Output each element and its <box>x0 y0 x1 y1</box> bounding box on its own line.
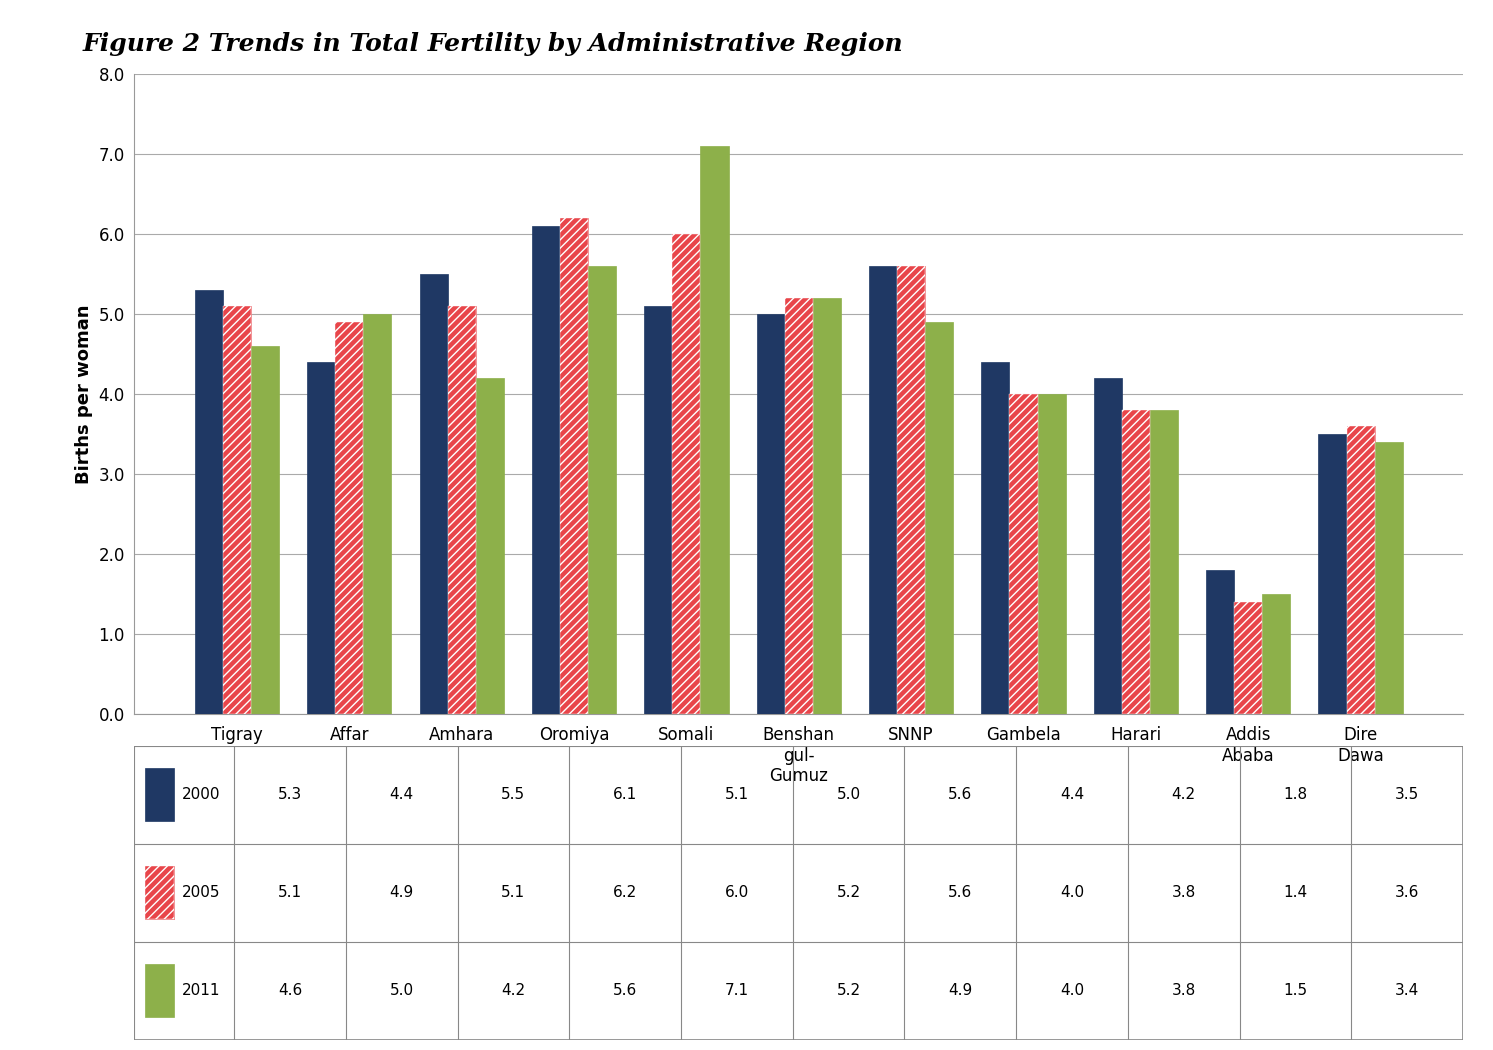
Text: 1.8: 1.8 <box>1284 788 1308 802</box>
Bar <box>897 266 926 714</box>
Bar <box>588 266 617 714</box>
Bar <box>560 217 588 714</box>
Bar <box>251 345 279 714</box>
Text: 4.9: 4.9 <box>948 983 972 998</box>
Text: 7.1: 7.1 <box>724 983 749 998</box>
Bar <box>869 266 897 714</box>
Bar <box>926 321 953 714</box>
Bar <box>145 768 175 821</box>
Text: 1.5: 1.5 <box>1284 983 1308 998</box>
Bar <box>532 226 560 714</box>
Text: 3.8: 3.8 <box>1172 983 1196 998</box>
Bar <box>757 314 785 714</box>
Bar <box>1235 602 1262 714</box>
Bar <box>420 274 448 714</box>
Bar <box>336 321 363 714</box>
Text: 5.1: 5.1 <box>724 788 749 802</box>
Text: 3.4: 3.4 <box>1394 983 1420 998</box>
Bar <box>1375 442 1403 714</box>
Bar <box>1347 426 1375 714</box>
Text: 2011: 2011 <box>182 983 221 998</box>
Bar <box>981 361 1009 714</box>
Text: 1.4: 1.4 <box>1284 885 1308 900</box>
Text: 5.1: 5.1 <box>502 885 526 900</box>
Bar <box>1235 602 1262 714</box>
Bar <box>145 964 175 1017</box>
Text: 5.6: 5.6 <box>614 983 638 998</box>
Text: 2005: 2005 <box>182 885 221 900</box>
Bar <box>1150 410 1178 714</box>
Bar <box>785 298 812 714</box>
Bar <box>785 298 812 714</box>
Text: 2000: 2000 <box>182 788 221 802</box>
Bar <box>1121 410 1150 714</box>
Bar <box>1206 570 1235 714</box>
Bar <box>448 306 476 714</box>
Text: 5.1: 5.1 <box>278 885 302 900</box>
Bar <box>448 306 476 714</box>
Bar <box>1347 426 1375 714</box>
Bar <box>1318 434 1347 714</box>
Text: 3.8: 3.8 <box>1172 885 1196 900</box>
Bar <box>476 378 503 714</box>
Bar <box>194 290 222 714</box>
Bar <box>560 217 588 714</box>
Bar <box>1009 394 1038 714</box>
Text: 4.9: 4.9 <box>390 885 414 900</box>
Bar <box>222 306 251 714</box>
Bar <box>812 298 841 714</box>
Text: 5.6: 5.6 <box>948 788 972 802</box>
Text: 3.6: 3.6 <box>1394 885 1420 900</box>
Text: Figure 2 Trends in Total Fertility by Administrative Region: Figure 2 Trends in Total Fertility by Ad… <box>82 32 903 56</box>
Text: 4.4: 4.4 <box>1060 788 1084 802</box>
Y-axis label: Births per woman: Births per woman <box>75 304 93 483</box>
Text: 5.0: 5.0 <box>390 983 414 998</box>
Text: 4.2: 4.2 <box>502 983 526 998</box>
Bar <box>145 866 175 919</box>
Text: 5.3: 5.3 <box>278 788 302 802</box>
Text: 4.4: 4.4 <box>390 788 414 802</box>
Text: 3.5: 3.5 <box>1394 788 1420 802</box>
Text: 4.0: 4.0 <box>1060 885 1084 900</box>
Text: 4.0: 4.0 <box>1060 983 1084 998</box>
Bar <box>1262 594 1290 714</box>
Bar <box>336 321 363 714</box>
Bar <box>1121 410 1150 714</box>
Text: 4.2: 4.2 <box>1172 788 1196 802</box>
Bar <box>308 361 336 714</box>
Text: 6.0: 6.0 <box>724 885 749 900</box>
Bar <box>1094 378 1121 714</box>
Bar <box>363 314 391 714</box>
Text: 5.2: 5.2 <box>836 885 860 900</box>
Bar <box>672 234 700 714</box>
Bar <box>1009 394 1038 714</box>
Text: 5.0: 5.0 <box>836 788 860 802</box>
Bar <box>222 306 251 714</box>
Bar <box>672 234 700 714</box>
Bar <box>645 306 672 714</box>
Bar <box>1038 394 1066 714</box>
Text: 4.6: 4.6 <box>278 983 302 998</box>
Bar <box>145 866 175 919</box>
Text: 6.1: 6.1 <box>614 788 638 802</box>
Text: 6.2: 6.2 <box>614 885 638 900</box>
Text: 5.2: 5.2 <box>836 983 860 998</box>
Bar <box>700 146 729 714</box>
Bar <box>897 266 926 714</box>
Text: 5.5: 5.5 <box>502 788 526 802</box>
Text: 5.6: 5.6 <box>948 885 972 900</box>
